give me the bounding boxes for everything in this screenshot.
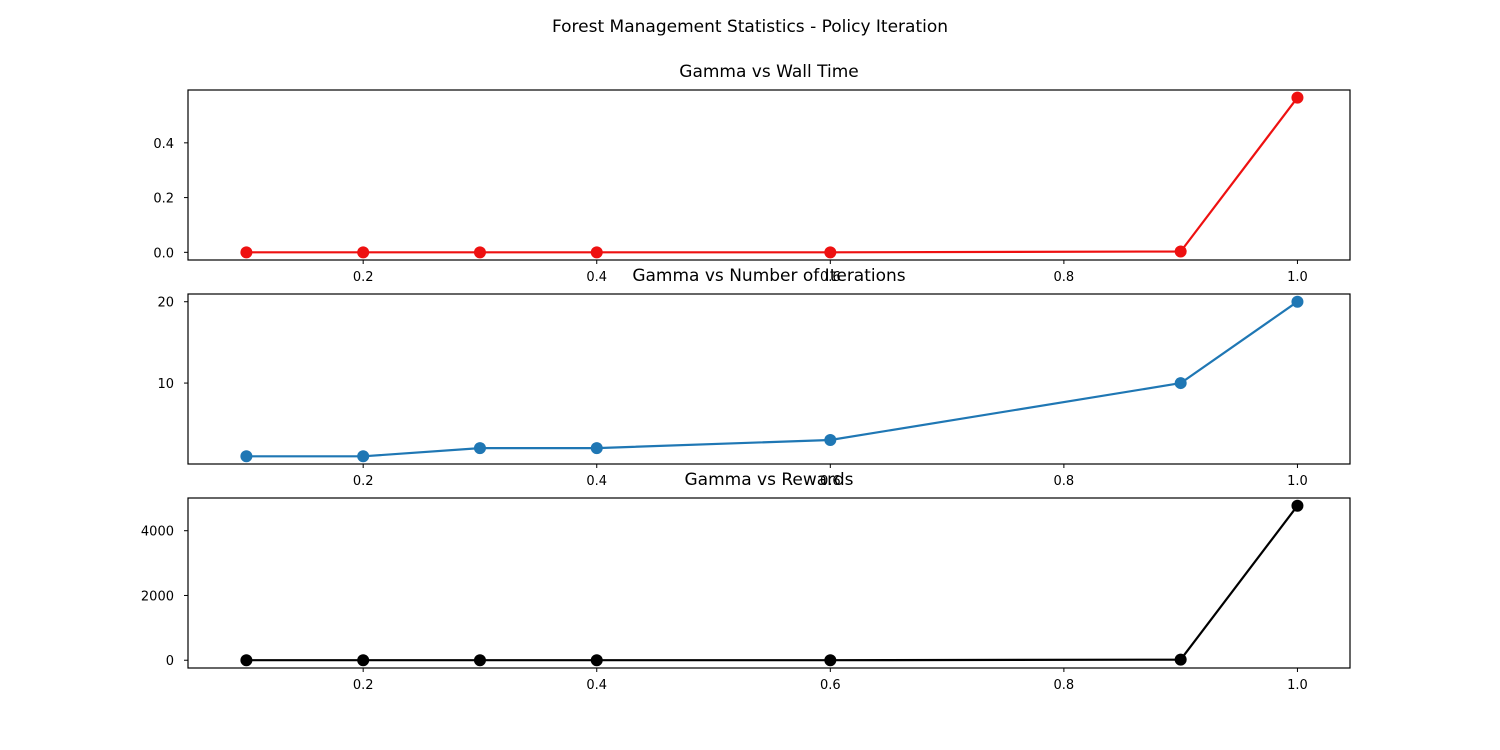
x-tick-label: 0.8 — [1054, 678, 1075, 693]
y-tick-label: 20 — [157, 296, 174, 311]
y-tick-label: 2000 — [141, 589, 174, 604]
series-line — [246, 97, 1299, 254]
data-point — [590, 442, 603, 455]
x-tick-label: 0.2 — [353, 678, 374, 693]
series-line — [246, 505, 1299, 662]
x-tick-label: 0.4 — [586, 678, 607, 693]
data-point — [590, 654, 603, 667]
y-tick-label: 4000 — [141, 525, 174, 540]
panel-3: Gamma vs Rewards 0.2 0.4 0.6 0.8 1.0 0 2000 4000 — [141, 470, 1351, 693]
data-point — [824, 246, 837, 259]
data-point — [240, 246, 253, 259]
data-point — [357, 246, 370, 259]
plot-frame — [187, 497, 1351, 669]
plot-frame — [187, 293, 1351, 465]
x-tick-label: 1.0 — [1287, 678, 1308, 693]
data-point — [824, 434, 837, 447]
series-line — [246, 300, 1299, 458]
x-tick-label: 0.6 — [820, 474, 841, 489]
plot-frame — [187, 89, 1351, 261]
data-point — [1174, 377, 1187, 390]
x-tick-label: 0.2 — [353, 474, 374, 489]
panel-title: Gamma vs Number of Iterations — [632, 266, 905, 286]
y-tick-label: 0 — [166, 654, 174, 669]
y-tick-label: 0.0 — [153, 246, 174, 261]
panel-title: Gamma vs Wall Time — [679, 62, 858, 82]
x-tick-label: 0.8 — [1054, 474, 1075, 489]
y-tick-label: 10 — [157, 377, 174, 392]
x-tick-label: 0.6 — [820, 270, 841, 285]
data-point — [1291, 91, 1304, 104]
data-point — [1291, 295, 1304, 308]
data-point — [357, 654, 370, 667]
data-point — [357, 450, 370, 463]
data-point — [590, 246, 603, 259]
data-point — [1174, 653, 1187, 666]
panels: Gamma vs Wall Time 0.2 0.4 0.6 0.8 1.0 0.0 0.2 0… — [141, 62, 1351, 693]
x-tick-label: 0.4 — [586, 270, 607, 285]
data-point — [473, 654, 486, 667]
x-tick-label: 0.4 — [586, 474, 607, 489]
x-tick-label: 0.8 — [1054, 270, 1075, 285]
data-point — [1174, 245, 1187, 258]
x-tick-label: 0.2 — [353, 270, 374, 285]
data-point — [240, 450, 253, 463]
data-point — [240, 654, 253, 667]
panel-1: Gamma vs Wall Time 0.2 0.4 0.6 0.8 1.0 0.0 0.2 0… — [153, 62, 1351, 285]
figure-title: Forest Management Statistics - Policy It… — [552, 17, 948, 37]
x-tick-label: 0.6 — [820, 678, 841, 693]
panel-2: Gamma vs Number of Iterations 0.2 0.4 0.6 0.… — [157, 266, 1351, 489]
data-point — [1291, 499, 1304, 512]
x-tick-label: 1.0 — [1287, 474, 1308, 489]
data-point — [473, 246, 486, 259]
x-tick-label: 1.0 — [1287, 270, 1308, 285]
y-tick-label: 0.2 — [153, 192, 174, 207]
data-point — [473, 442, 486, 455]
y-tick-label: 0.4 — [153, 137, 174, 152]
panel-title: Gamma vs Rewards — [684, 470, 853, 490]
data-point — [824, 654, 837, 667]
